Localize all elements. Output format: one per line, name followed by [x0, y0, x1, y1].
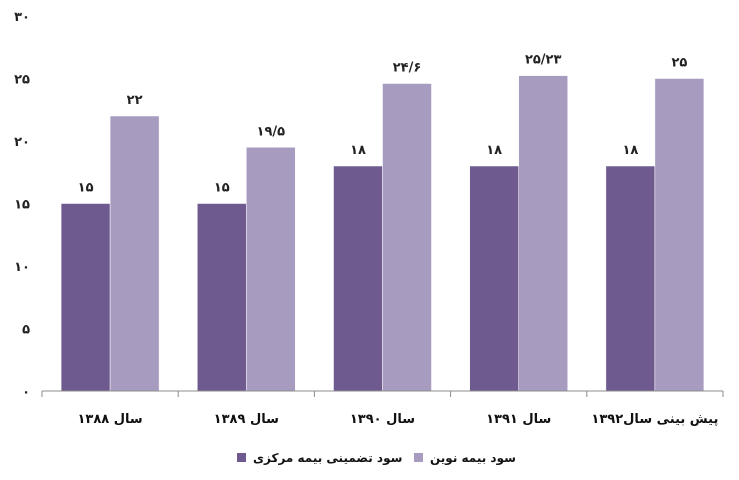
bar	[333, 165, 383, 392]
bar	[382, 83, 432, 392]
bar	[197, 203, 247, 392]
x-category-label: سال ۱۳۹۰	[350, 412, 415, 427]
data-label: ۱۵	[78, 181, 94, 196]
legend-swatch	[237, 453, 246, 462]
y-tick-label: ۱۵	[14, 198, 30, 213]
bar	[109, 115, 160, 392]
axis-layer: ۰ ۵ ۱۰ ۱۵ ۲۰ ۲۵ ۳۰	[14, 10, 724, 400]
bar	[518, 75, 568, 392]
y-tick-label: ۵	[22, 323, 30, 338]
data-label: ۱۸	[486, 143, 502, 158]
legend-swatch	[414, 453, 423, 462]
y-tick-label: ۳۰	[14, 10, 30, 25]
legend-label: سود تضمینی بیمه مرکزی	[253, 451, 402, 466]
y-tick-label: ۱۰	[14, 260, 30, 275]
data-label: ۱۸	[622, 143, 638, 158]
y-tick-label: ۲۰	[14, 135, 30, 150]
data-label: ۲۵	[671, 56, 687, 71]
data-label: ۱۹/۵	[257, 124, 286, 139]
x-category-label: سال ۱۳۸۸	[77, 412, 142, 427]
data-label: ۱۸	[350, 143, 366, 158]
data-label: ۲۴/۶	[393, 61, 422, 76]
x-category-label: سال ۱۳۹۱	[486, 412, 551, 427]
data-label: ۲۲	[127, 93, 143, 108]
bar	[469, 165, 519, 392]
legend: سود تضمینی بیمه مرکزی سود بیمه نوین	[237, 451, 516, 466]
bar	[654, 78, 705, 392]
bars-layer	[60, 75, 705, 392]
bar	[60, 203, 111, 392]
y-tick-label: ۰	[22, 385, 30, 400]
bar	[246, 147, 296, 392]
y-tick-label: ۲۵	[14, 73, 30, 88]
bar	[605, 165, 656, 392]
labels-layer: ۱۵ ۲۲ سال ۱۳۸۸ ۱۵ ۱۹/۵ سال ۱۳۸۹ ۱۸ ۲۴/۶ سال ۱۳۹۰…	[77, 53, 718, 427]
x-category-label: سال ۱۳۸۹	[214, 412, 279, 427]
legend-label: سود بیمه نوین	[430, 451, 516, 466]
data-label: ۲۵/۲۳	[525, 53, 562, 68]
x-category-label: پیش بینی سال۱۳۹۲	[591, 412, 718, 427]
data-label: ۱۵	[214, 181, 230, 196]
